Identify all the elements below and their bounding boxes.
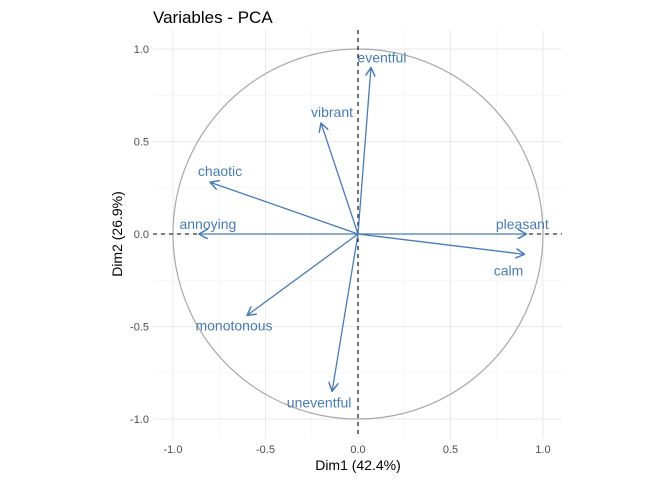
label-monotonous: monotonous (195, 317, 272, 333)
arrow-chaotic (210, 182, 359, 235)
label-vibrant: vibrant (311, 104, 353, 120)
arrow-uneventful (332, 233, 359, 391)
label-annoying: annoying (179, 216, 236, 232)
y-tick-label: -0.5 (130, 322, 149, 334)
arrow-monotonous (247, 233, 359, 315)
arrow-eventful (357, 68, 371, 235)
plot-panel: -1.0 -0.5 0.0 0.5 1.0 -1.0 -0.5 0.0 0.5 1.0 eventf… (130, 30, 562, 456)
y-tick-label: 0.5 (134, 137, 149, 149)
chart-title: Variables - PCA (153, 8, 273, 27)
label-uneventful: uneventful (287, 394, 352, 410)
y-axis-title: Dim2 (26.9%) (109, 191, 125, 277)
arrow-vibrant (321, 123, 359, 235)
x-tick-label: -1.0 (164, 444, 183, 456)
y-tick-label: -1.0 (130, 414, 149, 426)
x-tick-label: 0.5 (443, 444, 458, 456)
x-tick-label: 1.0 (535, 444, 550, 456)
label-chaotic: chaotic (198, 163, 242, 179)
label-pleasant: pleasant (496, 216, 549, 232)
x-tick-label: 0.0 (350, 444, 365, 456)
x-axis-title: Dim1 (42.4%) (315, 457, 401, 473)
arrow-calm (357, 233, 525, 254)
y-tick-label: 0.0 (134, 229, 149, 241)
label-calm: calm (494, 262, 524, 278)
x-tick-label: -0.5 (256, 444, 275, 456)
y-tick-label: 1.0 (134, 44, 149, 56)
label-eventful: eventful (357, 50, 406, 66)
